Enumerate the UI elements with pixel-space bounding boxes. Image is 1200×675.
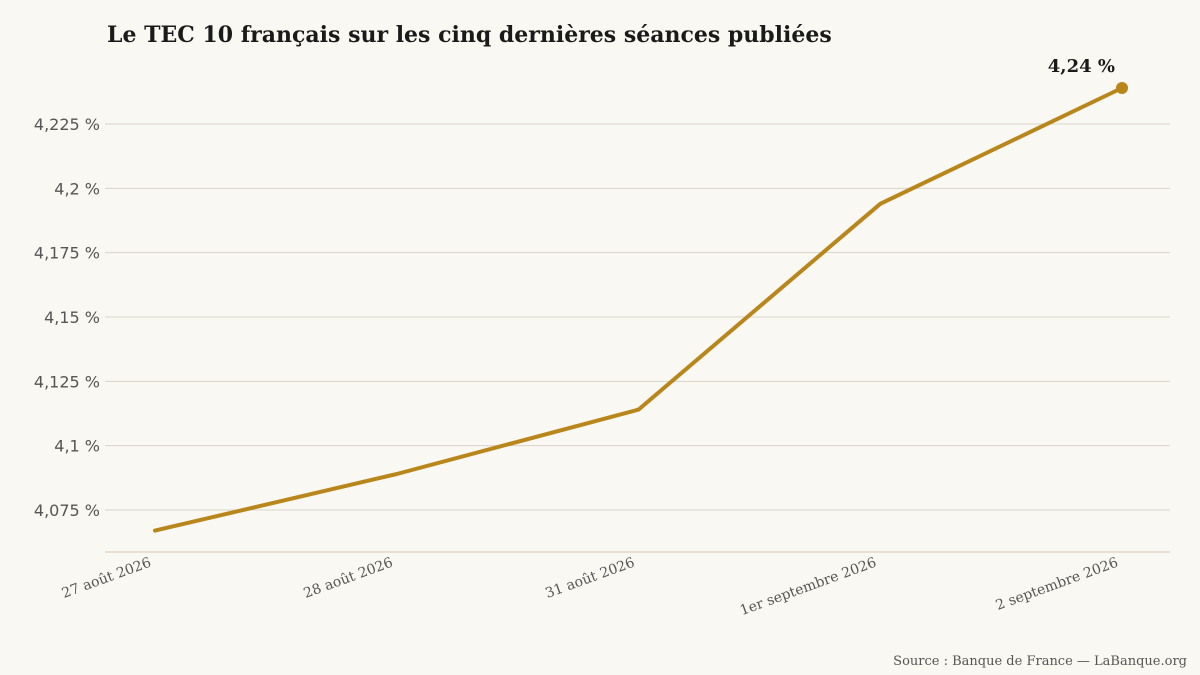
source-note: Source : Banque de France — LaBanque.org	[893, 654, 1187, 669]
x-tick-label: 31 août 2026	[543, 555, 637, 602]
x-tick-label: 27 août 2026	[60, 555, 154, 602]
y-tick-label: 4,075 %	[34, 501, 100, 520]
x-axis: 27 août 2026 28 août 2026 31 août 2026 1er …	[60, 555, 1121, 619]
x-tick-label: 2 septembre 2026	[994, 555, 1121, 614]
y-axis: 4,075 % 4,1 % 4,125 % 4,15 % 4,175 % 4,2 % 4,2…	[34, 115, 100, 520]
y-tick-label: 4,15 %	[44, 308, 100, 327]
grid	[105, 123, 1170, 511]
y-tick-label: 4,1 %	[54, 437, 100, 456]
y-tick-label: 4,125 %	[34, 372, 100, 391]
y-tick-label: 4,175 %	[34, 244, 100, 263]
x-tick-label: 1er septembre 2026	[738, 555, 879, 619]
y-tick-label: 4,2 %	[54, 179, 100, 198]
chart-title: Le TEC 10 français sur les cinq dernière…	[107, 22, 832, 48]
y-tick-label: 4,225 %	[34, 115, 100, 134]
series-line	[153, 81, 1128, 533]
end-point-marker	[1116, 81, 1128, 94]
x-tick-label: 28 août 2026	[302, 555, 396, 602]
series-path	[153, 86, 1124, 533]
end-value-label: 4,24 %	[1048, 56, 1115, 77]
